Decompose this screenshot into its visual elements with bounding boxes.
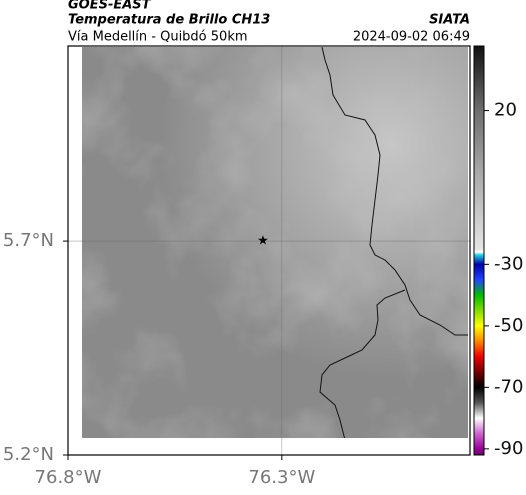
title: GOES-EAST: [68, 0, 152, 13]
map-frame: [67, 45, 471, 456]
route: Vía Medellín - Quibdó 50km: [68, 30, 248, 45]
colorbar: [473, 45, 485, 456]
satellite-image: [82, 47, 468, 438]
location-marker: ★: [257, 234, 269, 249]
source: SIATA: [429, 13, 470, 28]
timestamp: 2024-09-02 06:49: [353, 30, 470, 45]
subtitle: Temperatura de Brillo CH13: [68, 13, 270, 28]
colorbar-tick-label: -70: [494, 376, 523, 397]
colorbar-tick-label: 20: [494, 100, 517, 121]
y-tick-label: 5.2°N: [3, 444, 54, 465]
colorbar-tick-label: -30: [494, 253, 523, 274]
y-tick-label: 5.7°N: [3, 230, 54, 251]
x-tick-label: 76.8°W: [35, 467, 102, 488]
colorbar-tick-label: -90: [494, 438, 523, 459]
colorbar-tick-label: -50: [494, 315, 523, 336]
x-tick-label: 76.3°W: [248, 467, 315, 488]
